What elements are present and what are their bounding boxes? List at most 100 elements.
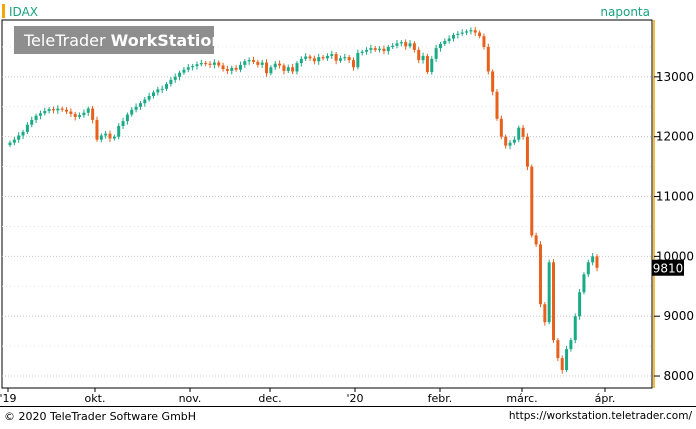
last-price-tag	[652, 259, 684, 276]
candle	[251, 60, 255, 62]
candle	[412, 43, 416, 50]
candle	[565, 349, 569, 371]
candle	[591, 256, 595, 263]
candle	[417, 49, 421, 61]
candle	[91, 108, 95, 120]
candle	[169, 79, 173, 85]
candle	[199, 63, 203, 65]
candle	[225, 69, 229, 71]
x-tick-label: dec.	[258, 392, 281, 405]
candle	[378, 48, 382, 50]
candle	[552, 262, 556, 341]
candle	[421, 55, 425, 61]
candle	[260, 62, 264, 65]
candle	[456, 33, 460, 35]
candle	[278, 63, 282, 66]
candle	[156, 89, 160, 93]
symbol-label[interactable]: IDAX	[9, 5, 38, 19]
candle	[556, 340, 560, 359]
candle	[160, 88, 164, 90]
y-tick-label: 9000	[663, 309, 694, 323]
candle	[217, 62, 221, 66]
candle	[182, 69, 186, 73]
candle	[43, 110, 47, 114]
candle	[304, 56, 308, 59]
candle	[291, 67, 295, 72]
candle	[369, 48, 373, 50]
candle	[512, 139, 516, 143]
source-url[interactable]: https://workstation.teletrader.com/	[508, 410, 692, 422]
candle	[234, 67, 238, 70]
candle	[491, 71, 495, 92]
y-tick-label: 8000	[663, 369, 694, 383]
candle	[178, 72, 182, 77]
candle	[508, 142, 512, 146]
candle	[486, 46, 490, 72]
candle	[308, 56, 312, 59]
candle	[230, 67, 234, 71]
candle	[312, 58, 316, 62]
last-price-label: 9810	[653, 262, 684, 276]
candle	[499, 118, 503, 137]
y-tick-label: 12000	[656, 130, 694, 144]
candle	[434, 48, 438, 59]
x-tick-label: márc.	[506, 392, 537, 405]
candle	[404, 42, 408, 47]
candle	[521, 127, 525, 137]
candle	[473, 30, 477, 33]
candle	[151, 92, 155, 96]
candle	[425, 55, 429, 73]
interval-label[interactable]: naponta	[600, 5, 650, 19]
candle	[295, 63, 299, 72]
candle	[8, 142, 12, 146]
candle	[269, 67, 273, 74]
candle	[143, 99, 147, 104]
candle	[195, 64, 199, 67]
candle	[25, 124, 29, 132]
candle	[482, 36, 486, 47]
x-tick-label: '20	[346, 392, 363, 405]
candle	[130, 109, 134, 115]
candle	[338, 58, 342, 61]
candle	[47, 109, 51, 111]
candle	[286, 67, 290, 71]
footer: © 2020 TeleTrader Software GmbH https://…	[0, 406, 696, 425]
candle	[273, 63, 277, 68]
candle	[99, 135, 103, 140]
candle	[447, 38, 451, 41]
candle	[547, 262, 551, 323]
candle	[534, 235, 538, 245]
symbol-accent-bar	[2, 4, 5, 18]
candle	[51, 109, 55, 111]
candle	[517, 127, 521, 140]
candle	[12, 139, 16, 143]
candle	[117, 125, 121, 137]
candle	[317, 57, 321, 62]
candle	[82, 112, 86, 116]
candle	[256, 61, 260, 65]
candle	[191, 66, 195, 68]
candle	[360, 51, 364, 53]
candle	[530, 166, 534, 236]
candle	[165, 84, 169, 89]
candle	[38, 113, 42, 116]
candle	[382, 48, 386, 52]
candle	[538, 244, 542, 305]
candle	[104, 133, 108, 136]
candle	[395, 43, 399, 46]
candle	[347, 57, 351, 61]
candle	[582, 274, 586, 293]
candle	[282, 65, 286, 71]
candle	[452, 34, 456, 39]
candle	[356, 52, 360, 68]
candle	[430, 58, 434, 73]
candle	[373, 48, 377, 50]
plot-area	[1, 19, 653, 389]
candle	[108, 133, 112, 139]
candle	[34, 115, 38, 120]
candle	[212, 62, 216, 65]
candle	[399, 42, 403, 44]
candle	[204, 63, 208, 65]
